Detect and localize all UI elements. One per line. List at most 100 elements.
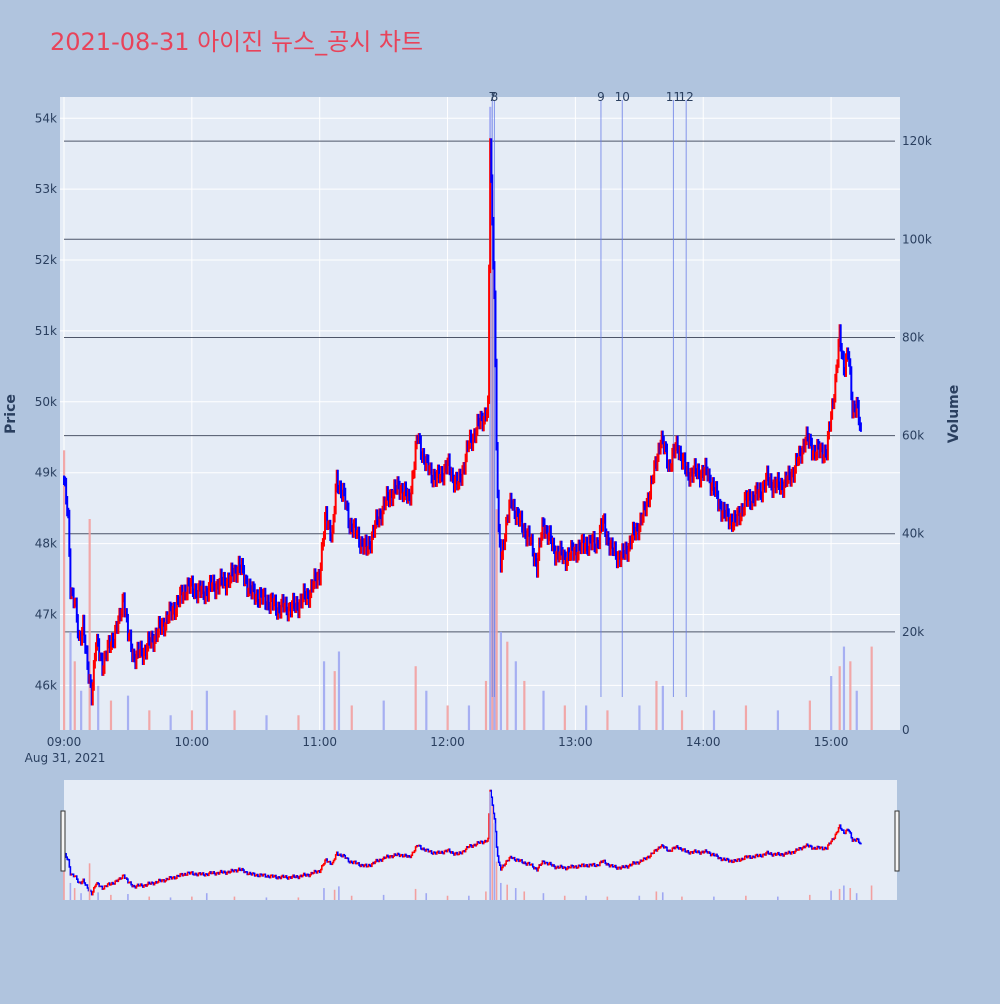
slider-volume-bar [297,897,300,900]
slider-volume-bar [838,888,841,900]
y2-tick-label: 20k [902,625,924,639]
volume-bar [808,700,811,730]
x-tick-label: 12:00 [430,735,465,749]
slider-volume-bar [489,791,491,900]
volume-bar [414,666,417,730]
slider-volume-bar [849,888,852,900]
news-marker-label: 7 [488,90,496,104]
slider-volume-bar [169,897,172,900]
slider-volume-bar [485,891,487,900]
x-tick-label: 14:00 [686,735,721,749]
x-tick-label: 09:00 [47,735,82,749]
slider-volume-bar [523,891,526,900]
y2-tick-label: 80k [902,330,924,344]
news-marker-label: 9 [597,90,605,104]
y2-tick-label: 100k [902,232,932,246]
volume-bar [233,710,236,730]
slider-volume-bar [69,882,72,900]
y-tick-label: 51k [35,324,57,338]
volume-bar [499,631,503,730]
volume-bar [606,710,609,730]
volume-bar [855,690,858,730]
slider-volume-bar [88,863,91,900]
y2-tick-label: 120k [902,134,932,148]
volume-bar [73,661,76,730]
volume-bar [190,710,194,730]
volume-bar [661,685,664,730]
slider-volume-bar [655,891,658,900]
axis-layer: 46k 47k 48k 49k 50k 51k 52k 53k 54k 09:00 10:00 11:… [35,111,932,749]
slider-volume-bar [713,896,715,900]
volume-bar [322,661,326,730]
slider-volume-bar [446,895,449,900]
slider-volume-bar [338,886,340,900]
x-tick-label: 10:00 [175,735,210,749]
y-axis-label: Price [3,394,19,434]
news-marker-label: 10 [615,90,630,104]
slider-volume-bar [382,894,385,900]
volume-bar [126,695,130,730]
slider-volume-bar [233,896,236,900]
grid-layer [60,97,900,730]
slider-volume-bar [585,895,587,900]
volume-bar [838,666,841,730]
slider-volume-bar [808,894,811,900]
volume-bar [506,641,509,730]
slider-volume-bar [191,896,193,900]
slider-volume-bar [97,892,99,900]
chart-title: 2021-08-31 아이진 뉴스_공시 차트 [50,28,423,56]
news-marker-label: 12 [679,90,694,104]
volume-bar [680,710,684,730]
volume-bar [265,715,268,730]
x-tick-label: 11:00 [302,735,337,749]
slider-volume-bar [542,893,545,900]
volume-bar [80,690,83,730]
range-slider-bg [64,780,897,900]
news-marker-label: 8 [491,90,499,104]
volume-bar [148,710,151,730]
slider-volume-bar [506,884,508,900]
slider-volume-bar [843,885,845,900]
volume-bar [205,690,208,730]
y-tick-label: 54k [35,111,57,125]
x-date-label: Aug 31, 2021 [25,751,106,765]
y-tick-label: 50k [35,395,57,409]
y-tick-label: 46k [35,678,57,692]
slider-volume-bar [661,892,664,900]
y-tick-label: 47k [35,607,57,621]
slider-volume-bar [265,897,268,900]
slider-volume-bar [414,888,417,900]
slider-volume-bar [855,893,858,900]
slider-volume-bar [563,895,566,900]
slider-volume-bar [350,895,353,900]
slider-volume-bar [148,896,151,900]
volume-bar [109,700,113,730]
volume-bar [169,715,172,730]
slider-volume-bar [127,894,129,900]
y2-tick-label: 0 [902,723,910,737]
slider-volume-bar [468,895,470,900]
slider-volume-bar [745,895,747,900]
y-tick-label: 48k [35,537,57,551]
slider-volume-bar [495,861,498,900]
volume-bar [489,106,492,730]
range-slider-left-handle[interactable] [60,810,66,872]
volume-bar [446,705,449,730]
volume-bar [712,710,716,730]
x-tick-label: 13:00 [558,735,593,749]
y2-tick-label: 60k [902,429,924,443]
volume-bar [842,646,846,730]
range-slider-right-handle[interactable] [894,810,900,872]
volume-bar [88,519,91,730]
volume-bar [849,661,852,730]
volume-bar [495,509,498,730]
y2-axis-label: Volume [946,385,962,444]
slider-volume-bar [514,888,517,900]
range-slider[interactable] [63,789,873,900]
volume-bar [337,651,341,730]
volume-bar [655,680,658,730]
volume-bar [425,690,428,730]
volume-bar [870,646,873,730]
slider-volume-bar [493,823,496,900]
